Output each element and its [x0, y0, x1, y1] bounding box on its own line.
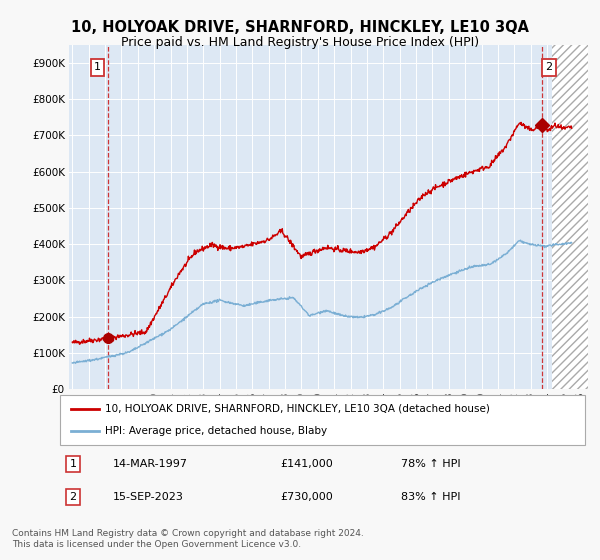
Text: 10, HOLYOAK DRIVE, SHARNFORD, HINCKLEY, LE10 3QA (detached house): 10, HOLYOAK DRIVE, SHARNFORD, HINCKLEY, … [104, 404, 490, 414]
Text: Contains HM Land Registry data © Crown copyright and database right 2024.
This d: Contains HM Land Registry data © Crown c… [12, 529, 364, 549]
Text: 15-SEP-2023: 15-SEP-2023 [113, 492, 184, 502]
Text: 10, HOLYOAK DRIVE, SHARNFORD, HINCKLEY, LE10 3QA: 10, HOLYOAK DRIVE, SHARNFORD, HINCKLEY, … [71, 20, 529, 35]
Text: 2: 2 [70, 492, 77, 502]
Text: 2: 2 [545, 62, 553, 72]
Text: 78% ↑ HPI: 78% ↑ HPI [401, 459, 461, 469]
Text: £141,000: £141,000 [281, 459, 333, 469]
Text: 1: 1 [70, 459, 77, 469]
Text: HPI: Average price, detached house, Blaby: HPI: Average price, detached house, Blab… [104, 426, 327, 436]
Text: Price paid vs. HM Land Registry's House Price Index (HPI): Price paid vs. HM Land Registry's House … [121, 36, 479, 49]
FancyBboxPatch shape [60, 395, 585, 445]
Text: 83% ↑ HPI: 83% ↑ HPI [401, 492, 461, 502]
Text: 1: 1 [94, 62, 101, 72]
Text: 14-MAR-1997: 14-MAR-1997 [113, 459, 187, 469]
Text: £730,000: £730,000 [281, 492, 333, 502]
